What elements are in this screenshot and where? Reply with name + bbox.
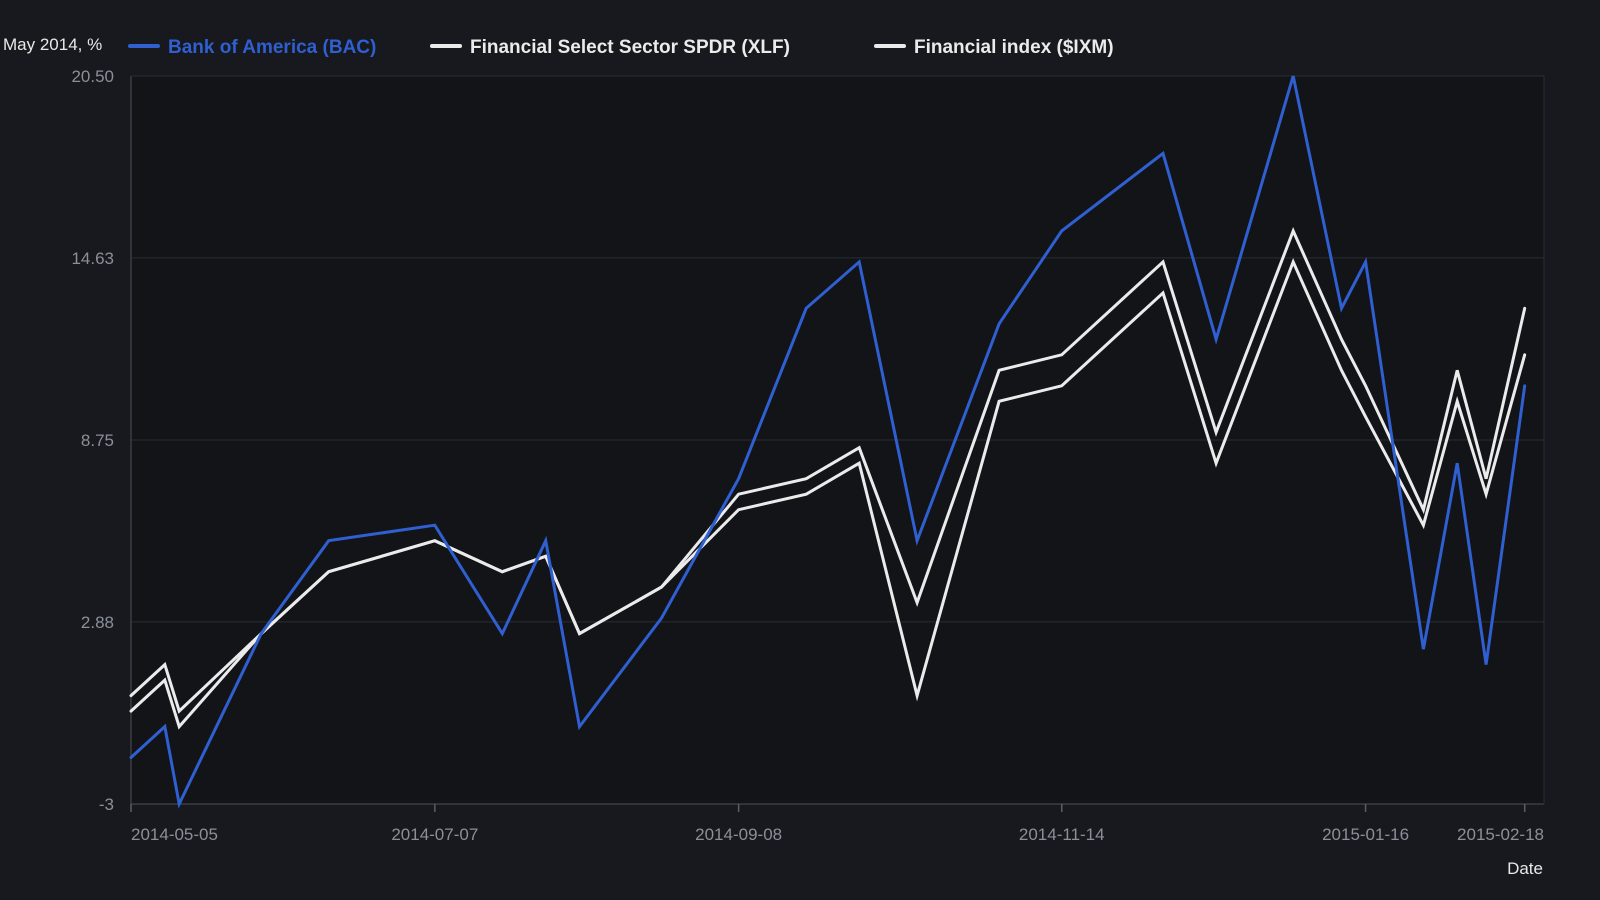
legend-label: Financial index ($IXM): [914, 37, 1114, 58]
x-tick-label: 2014-11-14: [1019, 825, 1105, 844]
series-line-2: [129, 257, 1527, 714]
series-group: [129, 75, 1527, 809]
legend-label: Financial Select Sector SPDR (XLF): [470, 37, 790, 58]
grid-lines: [131, 257, 1544, 623]
y-axis-title: May 2014, %: [3, 35, 102, 54]
y-tick-label: 2.88: [81, 613, 114, 632]
axes: 20.50 14.63 8.75 2.88 -3 2014-05-05 2014-07-07…: [71, 67, 1545, 844]
x-tick-label: 2015-01-16: [1322, 825, 1409, 844]
series-line-0: [129, 75, 1527, 809]
y-tick-label: 8.75: [81, 431, 114, 450]
x-tick-label: 2015-02-18: [1457, 825, 1544, 844]
y-tick-label: 20.50: [71, 67, 114, 86]
x-tick-label: 2014-09-08: [695, 825, 782, 844]
x-tick-label: 2014-07-07: [391, 825, 478, 844]
legend: Bank of America (BAC) Financial Select Se…: [128, 37, 1114, 58]
y-tick-label: -3: [99, 795, 114, 814]
x-tick-label: 2014-05-05: [131, 825, 218, 844]
x-axis-title: Date: [1507, 859, 1543, 878]
legend-label: Bank of America (BAC): [168, 37, 376, 58]
y-tick-label: 14.63: [71, 249, 114, 268]
